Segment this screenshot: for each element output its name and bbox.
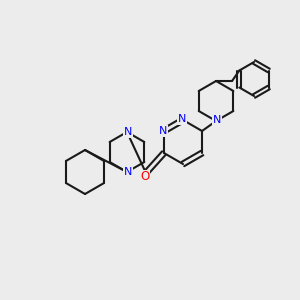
Text: N: N [124,127,132,137]
Text: N: N [124,167,132,177]
Text: N: N [178,114,186,124]
Text: N: N [159,126,167,136]
Text: N: N [213,115,221,125]
Text: O: O [140,170,150,184]
